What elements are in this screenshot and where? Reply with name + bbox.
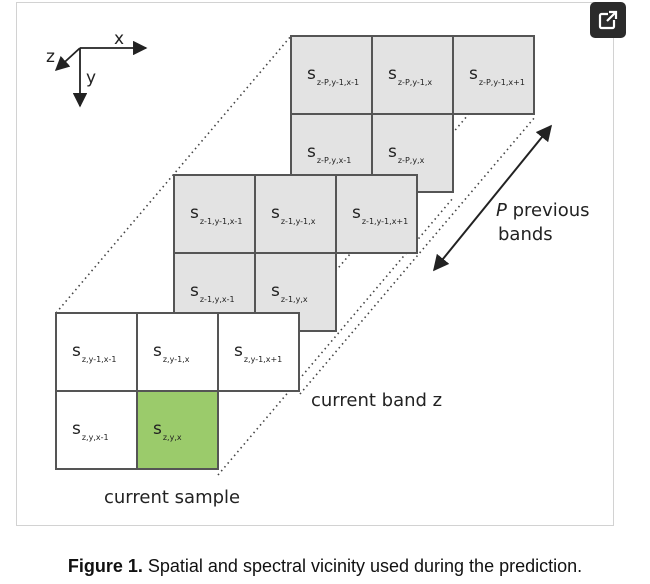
- z-axis-arrow: [54, 47, 81, 71]
- p-previous-double-arrow: [432, 124, 553, 272]
- cell-label: sz-1,y-1,x: [271, 203, 316, 226]
- cell-label: sz,y,x: [153, 419, 182, 442]
- grid-cell: [290, 35, 373, 115]
- cell-label: sz,y-1,x: [153, 341, 190, 364]
- cell-label: sz,y,x-1: [72, 419, 109, 442]
- caption-text: Spatial and spectral vicinity used durin…: [142, 556, 583, 576]
- cell-label: sz-P,y-1,x-1: [307, 64, 359, 87]
- cell-label: sz,y-1,x-1: [72, 341, 116, 364]
- open-external-button[interactable]: [590, 2, 626, 38]
- grid-cell: [371, 35, 454, 115]
- cell-label: sz-P,y-1,x+1: [469, 64, 525, 87]
- open-external-icon: [597, 9, 619, 31]
- cell-label: sz-P,y,x: [388, 142, 425, 165]
- p-previous-label: P previous: [496, 200, 590, 221]
- cell-label: sz-P,y-1,x: [388, 64, 432, 87]
- perspective-guides: [55, 35, 536, 476]
- grid-cell: [55, 312, 138, 392]
- cell-label: sz-1,y,x-1: [190, 281, 235, 304]
- x-axis-label: x: [114, 29, 124, 49]
- cell-label: sz-1,y,x: [271, 281, 308, 304]
- y-axis-label: y: [86, 68, 96, 88]
- current-band-label: current band z: [311, 390, 442, 411]
- band-p-previous: sz-P,y-1,x-1 sz-P,y-1,x sz-P,y-1,x+1 sz-P,y…: [290, 35, 535, 193]
- band-z-minus-1: sz-1,y-1,x-1 sz-1,y-1,x sz-1,y-1,x+1 sz-1,y…: [173, 174, 418, 332]
- current-sample-cell: [136, 390, 219, 470]
- cell-label: sz-1,y-1,x+1: [352, 203, 408, 226]
- z-axis-label: z: [46, 47, 55, 67]
- grid-cell: [173, 174, 256, 254]
- grid-cell: [452, 35, 535, 115]
- current-sample-label: current sample: [104, 487, 240, 508]
- figure-caption: Figure 1. Spatial and spectral vicinity …: [0, 556, 650, 577]
- caption-prefix: Figure 1.: [67, 556, 143, 576]
- cell-label: sz,y-1,x+1: [234, 341, 282, 364]
- axis-indicator: [54, 40, 148, 108]
- cell-label: sz-P,y,x-1: [307, 142, 351, 165]
- cell-label: sz-1,y-1,x-1: [190, 203, 242, 226]
- grid-cell: [254, 174, 337, 254]
- grid-cell: [217, 312, 300, 392]
- grid-cell: [335, 174, 418, 254]
- p-previous-label-line2: bands: [498, 224, 553, 245]
- grid-cell: [55, 390, 138, 470]
- grid-cell: [136, 312, 219, 392]
- band-current-z: sz,y-1,x-1 sz,y-1,x sz,y-1,x+1 sz,y,x-1 sz,y…: [55, 312, 300, 470]
